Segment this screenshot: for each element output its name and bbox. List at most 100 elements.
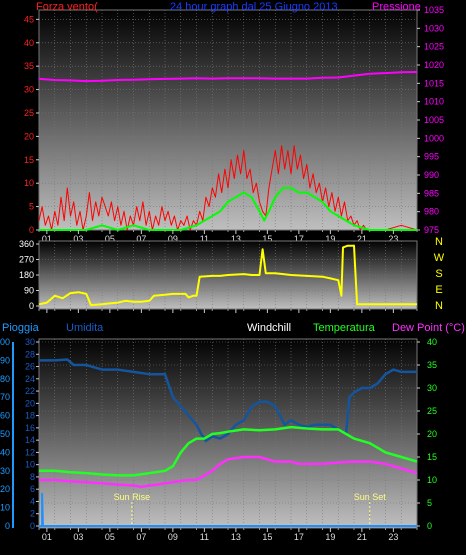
rain-tick-label: 10 bbox=[0, 503, 10, 513]
temperature-panel: 0510152025303540010203040506070809010002… bbox=[0, 322, 465, 542]
humidity-tick-label: 12 bbox=[25, 447, 35, 457]
pressure-axis-label: Pressione bbox=[372, 1, 421, 13]
windchill-legend: Windchill bbox=[247, 322, 291, 334]
temperature-series bbox=[39, 358, 418, 527]
dewpoint-legend: Dew Point (°C) bbox=[392, 322, 465, 334]
wind-tick-label: 35 bbox=[24, 61, 34, 71]
pressure-tick-label: 1005 bbox=[424, 115, 444, 125]
pressure-line bbox=[38, 71, 418, 83]
direction-tick-label: 270 bbox=[19, 255, 34, 265]
rain-tick-label: 90 bbox=[0, 355, 10, 365]
rain-tick-label: 20 bbox=[0, 484, 10, 494]
wind-pressure-axes: 0510152025303540459759809859909951000100… bbox=[24, 5, 444, 244]
rain-tick-label: 70 bbox=[0, 392, 10, 402]
temperature-legend: Temperatura bbox=[313, 322, 376, 334]
compass-label: N bbox=[435, 300, 443, 312]
wind-pressure-panel: 0510152025303540459759809859909951000100… bbox=[24, 1, 444, 244]
rain-tick-label: 50 bbox=[0, 429, 10, 439]
rain-line bbox=[39, 492, 417, 527]
temperature-tick-label: 0 bbox=[427, 521, 432, 531]
humidity-tick-label: 14 bbox=[25, 435, 35, 445]
pressure-tick-label: 1030 bbox=[424, 23, 444, 33]
rain-tick-label: 100 bbox=[0, 337, 10, 347]
hour-tick-label: 11 bbox=[200, 532, 209, 542]
pressure-tick-label: 1035 bbox=[424, 5, 444, 15]
humidity-tick-label: 20 bbox=[25, 398, 35, 408]
temperature-grid bbox=[39, 339, 417, 528]
hour-tick-label: 15 bbox=[262, 532, 272, 542]
hour-tick-label: 13 bbox=[231, 532, 241, 542]
humidity-tick-label: 26 bbox=[25, 362, 35, 372]
hour-tick-label: 23 bbox=[388, 532, 398, 542]
sunrise-label: Sun Rise bbox=[114, 492, 151, 502]
hour-tick-label: 07 bbox=[136, 234, 146, 244]
compass-label: N bbox=[435, 236, 443, 248]
pressure-tick-label: 995 bbox=[424, 152, 439, 162]
humidity-tick-label: 4 bbox=[30, 496, 35, 506]
rain-tick-label: 30 bbox=[0, 466, 10, 476]
dewpoint-line bbox=[39, 455, 418, 489]
humidity-tick-label: 8 bbox=[30, 472, 35, 482]
humidity-line bbox=[39, 358, 417, 443]
pressure-tick-label: 1015 bbox=[424, 78, 444, 88]
humidity-tick-label: 2 bbox=[30, 509, 35, 519]
direction-tick-label: 90 bbox=[24, 286, 34, 296]
rain-axis-label: Pioggia bbox=[2, 322, 40, 334]
wind-tick-label: 25 bbox=[24, 108, 34, 118]
wind-tick-label: 15 bbox=[24, 155, 34, 165]
wind-pressure-grid bbox=[39, 10, 417, 230]
hour-tick-label: 09 bbox=[168, 532, 178, 542]
pressure-tick-label: 1025 bbox=[424, 42, 444, 52]
wind-tick-label: 0 bbox=[29, 225, 34, 235]
compass-label: E bbox=[435, 284, 442, 296]
humidity-tick-label: 18 bbox=[25, 411, 35, 421]
wind-tick-label: 30 bbox=[24, 85, 34, 95]
direction-tick-label: 0 bbox=[29, 301, 34, 311]
hour-tick-label: 19 bbox=[325, 532, 335, 542]
temperature-axes: 0510152025303540010203040506070809010002… bbox=[0, 337, 437, 542]
pressure-tick-label: 985 bbox=[424, 188, 439, 198]
humidity-tick-label: 16 bbox=[25, 423, 35, 433]
wind-tick-label: 40 bbox=[24, 38, 34, 48]
temperature-tick-label: 30 bbox=[427, 383, 437, 393]
pressure-tick-label: 1020 bbox=[424, 60, 444, 70]
hour-tick-label: 01 bbox=[42, 234, 52, 244]
sunset-label: Sun Set bbox=[354, 492, 387, 502]
rain-tick-label: 80 bbox=[0, 374, 10, 384]
pressure-tick-label: 1010 bbox=[424, 97, 444, 107]
pressure-tick-label: 990 bbox=[424, 170, 439, 180]
hour-tick-label: 21 bbox=[357, 532, 367, 542]
hour-tick-label: 01 bbox=[42, 532, 52, 542]
humidity-tick-label: 22 bbox=[25, 386, 35, 396]
humidity-tick-label: 10 bbox=[25, 460, 35, 470]
hour-tick-label: 03 bbox=[73, 234, 83, 244]
hour-tick-label: 05 bbox=[105, 234, 115, 244]
hour-tick-label: 11 bbox=[200, 234, 209, 244]
compass-label: S bbox=[435, 268, 442, 280]
humidity-axis-label: Umidita bbox=[66, 322, 104, 334]
temperature-tick-label: 25 bbox=[427, 406, 437, 416]
wind-tick-label: 10 bbox=[24, 178, 34, 188]
pressure-tick-label: 980 bbox=[424, 207, 439, 217]
chart-title: 24 hour graph dal 25 Giugno 2013 bbox=[170, 1, 338, 13]
hour-tick-label: 07 bbox=[136, 532, 146, 542]
wind-direction-line bbox=[38, 244, 417, 307]
rain-tick-label: 0 bbox=[5, 521, 10, 531]
temperature-tick-label: 35 bbox=[427, 360, 437, 370]
direction-tick-label: 180 bbox=[19, 270, 34, 280]
temperature-tick-label: 5 bbox=[427, 498, 432, 508]
wind-direction-series bbox=[38, 244, 417, 307]
hour-tick-label: 13 bbox=[231, 234, 241, 244]
humidity-tick-label: 28 bbox=[25, 349, 35, 359]
sun-markers: Sun Rise Sun Set bbox=[114, 492, 387, 526]
humidity-tick-label: 24 bbox=[25, 374, 35, 384]
hour-tick-label: 15 bbox=[262, 234, 272, 244]
rain-tick-label: 40 bbox=[0, 447, 10, 457]
wind-axis-label: Forza vento( bbox=[36, 1, 98, 13]
wind-tick-label: 5 bbox=[29, 202, 34, 212]
temperature-line bbox=[39, 425, 418, 477]
hour-tick-label: 17 bbox=[294, 234, 304, 244]
temperature-tick-label: 15 bbox=[427, 452, 437, 462]
